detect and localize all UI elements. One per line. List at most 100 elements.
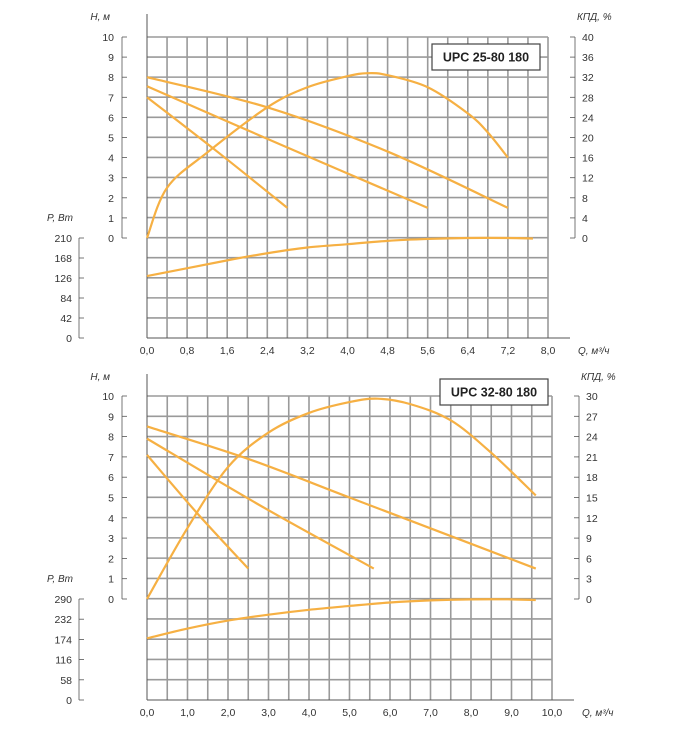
p-tick-label: 174 [54, 634, 72, 646]
eff-tick-label: 36 [582, 52, 594, 64]
p-axis-label: P, Вт [47, 213, 73, 224]
power-curve [146, 236, 533, 278]
eff-tick-label: 0 [586, 594, 592, 606]
eff-tick-label: 12 [582, 173, 594, 185]
h-tick-label: 2 [108, 193, 114, 205]
eff-tick-label: 28 [582, 92, 594, 104]
h-tick-label: 6 [108, 112, 114, 124]
x-tick-label: 10,0 [542, 707, 563, 719]
h-tick-label: 1 [108, 213, 114, 225]
p-tick-label: 116 [55, 655, 72, 667]
x-tick-label: 1,0 [180, 707, 195, 719]
x-tick-label: 1,6 [220, 345, 235, 357]
p-tick-label: 126 [54, 273, 72, 285]
eff-tick-label: 4 [582, 213, 588, 225]
eff-tick-label: 3 [586, 574, 592, 586]
head-curve-3 [146, 425, 537, 570]
eff-tick-label: 12 [586, 513, 598, 525]
h-tick-label: 8 [108, 432, 114, 444]
h-tick-label: 9 [108, 411, 114, 423]
p-tick-label: 168 [54, 253, 72, 265]
h-axis-label: H, м [90, 12, 110, 23]
head-curve-3 [146, 76, 509, 209]
h-tick-label: 2 [108, 553, 114, 565]
efficiency-curve [145, 71, 509, 239]
head-curve-2 [146, 437, 375, 570]
eff-tick-label: 21 [586, 452, 598, 464]
eff-tick-label: 24 [582, 112, 594, 124]
head-curve-1 [146, 96, 289, 209]
x-tick-label: 4,8 [380, 345, 395, 357]
h-tick-label: 6 [108, 472, 114, 484]
model-title: UPC 25-80 180 [443, 51, 529, 65]
eff-tick-label: 32 [582, 72, 594, 84]
x-tick-label: 3,2 [300, 345, 315, 357]
h-tick-label: 5 [108, 493, 114, 505]
eff-tick-label: 6 [586, 553, 592, 565]
x-tick-label: 0,8 [180, 345, 195, 357]
h-tick-label: 7 [108, 452, 114, 464]
x-tick-label: 9,0 [504, 707, 519, 719]
p-tick-label: 42 [60, 313, 72, 325]
h-tick-label: 0 [108, 233, 114, 245]
h-tick-label: 10 [102, 32, 114, 44]
h-tick-label: 5 [108, 133, 114, 145]
x-tick-label: 5,6 [420, 345, 435, 357]
eff-axis-label: КПД, % [581, 372, 616, 383]
h-tick-label: 10 [102, 391, 114, 403]
h-tick-label: 3 [108, 173, 114, 185]
eff-tick-label: 9 [586, 533, 592, 545]
eff-tick-label: 30 [586, 391, 598, 403]
eff-tick-label: 0 [582, 233, 588, 245]
model-title: UPC 32-80 180 [451, 386, 537, 400]
eff-tick-label: 40 [582, 32, 594, 44]
p-tick-label: 0 [66, 333, 72, 345]
p-axis-label: P, Вт [47, 574, 73, 585]
eff-tick-label: 27 [586, 411, 598, 423]
eff-tick-label: 24 [586, 432, 598, 444]
h-tick-label: 1 [108, 574, 114, 586]
x-tick-label: 6,4 [460, 345, 475, 357]
x-axis-label: Q, м³/ч [582, 708, 613, 719]
x-tick-label: 3,0 [261, 707, 276, 719]
h-tick-label: 8 [108, 72, 114, 84]
h-axis-label: H, м [90, 372, 110, 383]
eff-tick-label: 20 [582, 133, 594, 145]
eff-axis-label: КПД, % [577, 12, 612, 23]
x-tick-label: 8,0 [464, 707, 479, 719]
h-tick-label: 4 [108, 513, 114, 525]
x-tick-label: 4,0 [302, 707, 317, 719]
x-tick-label: 8,0 [541, 345, 556, 357]
power-curve [146, 598, 536, 640]
eff-tick-label: 15 [586, 493, 598, 505]
eff-tick-label: 8 [582, 193, 588, 205]
model-title-box [439, 378, 549, 406]
x-tick-label: 7,2 [501, 345, 516, 357]
eff-tick-label: 18 [586, 472, 598, 484]
p-tick-label: 210 [54, 233, 72, 245]
head-curve-2 [146, 85, 429, 209]
x-tick-label: 5,0 [342, 707, 357, 719]
p-tick-label: 0 [66, 695, 72, 707]
h-tick-label: 4 [108, 153, 114, 165]
efficiency-curve [146, 397, 537, 600]
x-tick-label: 6,0 [383, 707, 398, 719]
x-tick-label: 4,0 [340, 345, 355, 357]
p-tick-label: 84 [60, 293, 72, 305]
x-tick-label: 2,0 [221, 707, 236, 719]
h-tick-label: 3 [108, 533, 114, 545]
x-tick-label: 0,0 [140, 345, 155, 357]
head-curve-1 [146, 454, 250, 570]
p-tick-label: 58 [60, 675, 72, 687]
p-tick-label: 232 [54, 614, 72, 626]
x-tick-label: 7,0 [423, 707, 438, 719]
h-tick-label: 7 [108, 92, 114, 104]
x-tick-label: 0,0 [140, 707, 155, 719]
p-tick-label: 290 [54, 594, 72, 606]
eff-tick-label: 16 [582, 153, 594, 165]
h-tick-label: 9 [108, 52, 114, 64]
x-tick-label: 2,4 [260, 345, 275, 357]
x-axis-label: Q, м³/ч [578, 346, 609, 357]
